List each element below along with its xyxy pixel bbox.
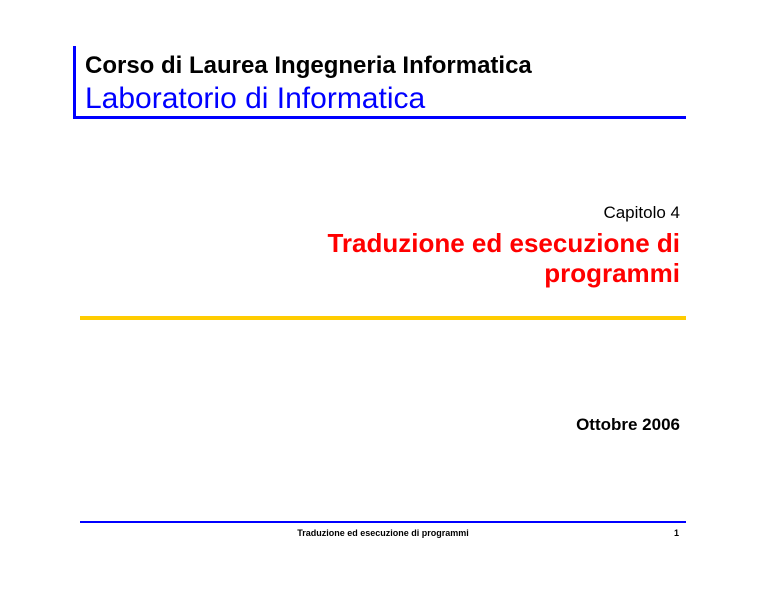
header-vertical-rule xyxy=(73,46,76,119)
course-title: Corso di Laurea Ingegneria Informatica xyxy=(85,52,532,79)
chapter-title-line1: Traduzione ed esecuzione di xyxy=(327,228,680,258)
footer-rule xyxy=(80,521,686,523)
chapter-title: Traduzione ed esecuzione di programmi xyxy=(327,228,680,288)
page-number: 1 xyxy=(674,528,680,538)
chapter-label: Capitolo 4 xyxy=(603,203,680,222)
chapter-title-line2: programmi xyxy=(544,258,680,288)
yellow-divider xyxy=(80,316,686,320)
header-horizontal-rule xyxy=(73,116,686,119)
footer-text: Traduzione ed esecuzione di programmi xyxy=(297,528,469,538)
date: Ottobre 2006 xyxy=(576,415,680,434)
lab-title: Laboratorio di Informatica xyxy=(85,82,426,115)
